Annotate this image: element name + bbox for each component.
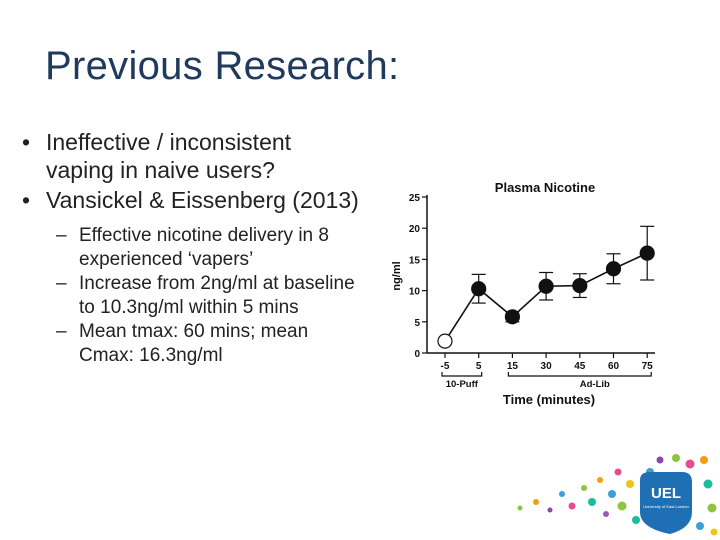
sub-bullet-item: – Mean tmax: 60 mins; mean Cmax: 16.3ng/… bbox=[46, 320, 365, 368]
sub-bullet-list: – Effective nicotine delivery in 8 exper… bbox=[46, 224, 365, 368]
x-tick-label: 30 bbox=[541, 361, 553, 372]
data-point bbox=[639, 245, 655, 261]
bullet-text: Ineffective / inconsistent vaping in nai… bbox=[46, 129, 292, 183]
data-point bbox=[605, 261, 622, 277]
slide-title: Previous Research: bbox=[45, 44, 400, 88]
y-axis-label: ng/ml bbox=[391, 261, 403, 290]
x-tick-label: 5 bbox=[476, 361, 482, 372]
logo-text: UEL bbox=[651, 485, 681, 502]
x-tick-label: 60 bbox=[608, 361, 620, 372]
x-tick-label: 45 bbox=[574, 361, 586, 372]
data-point bbox=[437, 333, 453, 349]
x-tick-label: -5 bbox=[441, 361, 450, 372]
y-tick-label: 5 bbox=[414, 318, 420, 329]
bullet-marker: • bbox=[22, 187, 31, 213]
x-tick-label: 75 bbox=[642, 361, 654, 372]
x-tick-label: 15 bbox=[507, 361, 519, 372]
y-tick-label: 20 bbox=[409, 224, 421, 235]
sub-bullet-item: – Effective nicotine delivery in 8 exper… bbox=[46, 224, 365, 272]
phase-bracket-10-puff bbox=[441, 372, 483, 377]
bullet-item: • Vansickel & Eissenberg (2013) bbox=[20, 186, 365, 214]
y-tick-label: 25 bbox=[409, 193, 421, 204]
phase-label: 10-Puff bbox=[446, 379, 479, 390]
logo-subtext: University of East London bbox=[643, 504, 689, 509]
sub-bullet-text: Mean tmax: 60 mins; mean Cmax: 16.3ng/ml bbox=[79, 321, 309, 366]
sub-bullet-text: Increase from 2ng/ml at baseline to 10.3… bbox=[79, 273, 355, 318]
sub-bullet-text: Effective nicotine delivery in 8 experie… bbox=[79, 225, 329, 270]
university-logo: UEL University of East London bbox=[517, 454, 718, 536]
data-point bbox=[538, 278, 554, 294]
y-tick-label: 10 bbox=[409, 287, 421, 298]
plasma-nicotine-chart: Plasma Nicotine ng/ml Time (minutes) 0 5 1… bbox=[391, 180, 655, 407]
bullet-marker: • bbox=[22, 129, 31, 155]
data-point bbox=[471, 281, 487, 297]
sub-bullet-marker: – bbox=[56, 321, 67, 342]
chart-ticks: 0 5 10 15 20 25 -5 5 15 30 45 60 75 10-Puff Ad-Lib bbox=[409, 193, 653, 390]
confetti-dots bbox=[517, 454, 718, 536]
x-axis-label: Time (minutes) bbox=[503, 392, 595, 407]
bullet-list: • Ineffective / inconsistent vaping in n… bbox=[20, 128, 365, 368]
uel-badge: UEL University of East London bbox=[640, 472, 692, 534]
data-point bbox=[572, 278, 588, 294]
y-tick-label: 15 bbox=[409, 255, 421, 266]
data-point bbox=[504, 309, 521, 325]
sub-bullet-item: – Increase from 2ng/ml at baseline to 10… bbox=[46, 272, 365, 320]
sub-bullet-marker: – bbox=[56, 273, 67, 294]
bullet-item: • Ineffective / inconsistent vaping in n… bbox=[20, 128, 365, 184]
phase-label: Ad-Lib bbox=[580, 379, 610, 390]
sub-bullet-marker: – bbox=[56, 225, 67, 246]
bullet-text: Vansickel & Eissenberg (2013) bbox=[46, 187, 359, 213]
phase-bracket-ad-lib bbox=[507, 372, 652, 377]
chart-axes bbox=[426, 195, 655, 354]
chart-title: Plasma Nicotine bbox=[495, 180, 595, 195]
chart-marks bbox=[437, 225, 655, 349]
y-tick-label: 0 bbox=[414, 349, 420, 360]
